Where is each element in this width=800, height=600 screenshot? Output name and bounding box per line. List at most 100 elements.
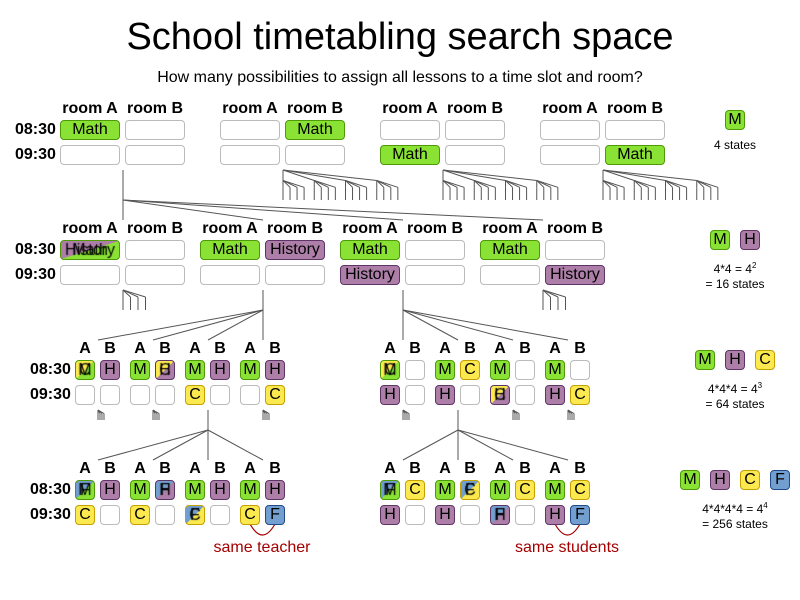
empty-cell	[380, 120, 440, 140]
lesson-cell: M	[490, 360, 510, 380]
room-header: B	[159, 460, 171, 477]
room-header: B	[409, 340, 421, 357]
lesson-cell: F	[570, 505, 590, 525]
room-header: A	[134, 340, 146, 357]
tree-edge	[152, 309, 264, 341]
empty-cell	[130, 385, 150, 405]
empty-cell	[515, 385, 535, 405]
subtree-edge	[602, 180, 611, 188]
empty-cell	[220, 145, 280, 165]
time-label-08:30: 08:30	[30, 361, 71, 378]
room-header: B	[104, 460, 116, 477]
empty-cell	[60, 265, 120, 285]
room-header: B	[519, 340, 531, 357]
lesson-cell: M	[240, 480, 260, 500]
subtree-edge	[696, 180, 718, 188]
lesson-cell: C	[185, 385, 205, 405]
lesson-cell: M	[185, 360, 205, 380]
room-header: A	[494, 340, 506, 357]
room-header: A	[494, 460, 506, 477]
room-header: B	[214, 340, 226, 357]
tree-edge	[97, 429, 209, 461]
tree-edge	[402, 309, 459, 341]
subtree-edge	[282, 169, 315, 181]
subtree-edge	[505, 180, 513, 188]
empty-cell	[405, 505, 425, 525]
lesson-cell: M	[130, 360, 150, 380]
conflict-cell	[380, 360, 400, 380]
state-exponent: 4	[763, 501, 768, 510]
room-header: room B	[407, 220, 463, 237]
subtree-edge	[97, 409, 105, 414]
tree-edge	[207, 309, 264, 341]
empty-cell	[100, 505, 120, 525]
empty-cell	[265, 265, 325, 285]
empty-cell	[240, 385, 260, 405]
lesson-cell: H	[380, 385, 400, 405]
page-title: School timetabling search space	[126, 16, 674, 58]
conflict-glyph-icon	[491, 506, 509, 524]
time-label-08:30: 08:30	[15, 241, 56, 258]
lesson-cell: H	[435, 385, 455, 405]
empty-cell	[285, 145, 345, 165]
same-students-note: same students	[514, 539, 620, 556]
subtitle: How many possibilities to assign all les…	[157, 69, 643, 86]
empty-cell	[75, 385, 95, 405]
tree-edge	[152, 429, 209, 461]
subtree-edge	[633, 180, 642, 188]
state-count: 4*4*4 = 43 = 64 states	[705, 378, 764, 412]
time-label-09:30: 09:30	[15, 146, 56, 163]
subtree-edge	[152, 409, 160, 414]
room-header: B	[409, 460, 421, 477]
lesson-cell: H	[210, 480, 230, 500]
conflict-glyph-icon	[156, 481, 174, 499]
time-label-09:30: 09:30	[30, 506, 71, 523]
subtree-edge	[665, 180, 687, 188]
subtree-edge	[345, 180, 353, 188]
room-header: room A	[482, 220, 538, 237]
room-header: B	[214, 460, 226, 477]
conflict-cell	[155, 480, 175, 500]
same-teacher-note: same teacher	[213, 539, 311, 556]
state-count: 4*4*4*4 = 44 = 256 states	[702, 498, 768, 532]
conflict-glyph-icon	[491, 386, 509, 404]
lesson-cell: C	[130, 505, 150, 525]
state-count: 4 states	[714, 138, 756, 153]
room-header: B	[464, 460, 476, 477]
room-header: A	[439, 340, 451, 357]
lesson-cell: M	[435, 480, 455, 500]
lesson-cell: Math	[60, 120, 120, 140]
subtree-edge	[542, 289, 566, 298]
lesson-cell: C	[570, 385, 590, 405]
room-header: room A	[62, 220, 118, 237]
subtree-edge	[376, 180, 398, 188]
room-header: B	[464, 340, 476, 357]
time-label-09:30: 09:30	[15, 266, 56, 283]
time-label-08:30: 08:30	[15, 121, 56, 138]
lesson-cell: Math	[605, 145, 665, 165]
subtree-edge	[536, 180, 558, 188]
lesson-cell: H	[210, 360, 230, 380]
state-count: 4*4 = 42 = 16 states	[705, 258, 764, 292]
lesson-cell: M	[710, 230, 730, 250]
subtree-edge	[402, 409, 410, 414]
room-header: room B	[547, 220, 603, 237]
room-header: A	[549, 340, 561, 357]
subtree-edge	[473, 180, 482, 188]
empty-cell	[125, 120, 185, 140]
empty-cell	[125, 145, 185, 165]
lesson-cell: H	[710, 470, 730, 490]
room-header: A	[439, 460, 451, 477]
empty-cell	[570, 360, 590, 380]
lesson-cell: M	[695, 350, 715, 370]
subtree-edge	[696, 180, 705, 188]
empty-cell	[405, 240, 465, 260]
room-header: A	[134, 460, 146, 477]
subtree-edge	[282, 169, 346, 181]
room-header: A	[79, 340, 91, 357]
lesson-cell: C	[570, 480, 590, 500]
lesson-cell: H	[100, 480, 120, 500]
subtree-edge	[567, 409, 575, 414]
